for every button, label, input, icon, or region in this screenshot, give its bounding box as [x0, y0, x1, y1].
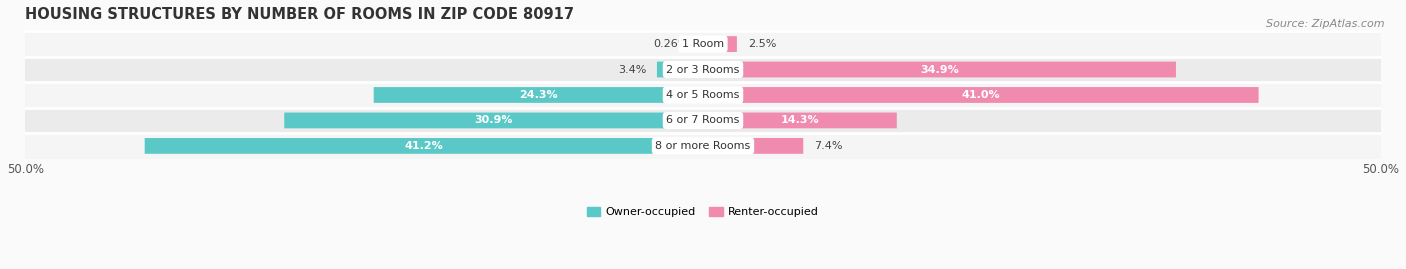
- FancyBboxPatch shape: [374, 87, 703, 103]
- Text: 2 or 3 Rooms: 2 or 3 Rooms: [666, 65, 740, 75]
- Text: 41.0%: 41.0%: [962, 90, 1000, 100]
- Bar: [25, 108, 1381, 133]
- FancyBboxPatch shape: [703, 87, 1258, 103]
- FancyBboxPatch shape: [145, 138, 703, 154]
- FancyBboxPatch shape: [703, 112, 897, 128]
- Text: 7.4%: 7.4%: [814, 141, 842, 151]
- FancyBboxPatch shape: [703, 36, 737, 52]
- Bar: [25, 82, 1381, 108]
- FancyBboxPatch shape: [703, 138, 803, 154]
- Text: 41.2%: 41.2%: [405, 141, 443, 151]
- FancyBboxPatch shape: [703, 62, 1175, 77]
- Legend: Owner-occupied, Renter-occupied: Owner-occupied, Renter-occupied: [582, 203, 824, 222]
- Text: 0.26%: 0.26%: [654, 39, 689, 49]
- Text: 3.4%: 3.4%: [617, 65, 647, 75]
- Text: 14.3%: 14.3%: [780, 115, 820, 125]
- FancyBboxPatch shape: [284, 112, 703, 128]
- FancyBboxPatch shape: [657, 62, 703, 77]
- Bar: [25, 31, 1381, 57]
- Bar: [25, 133, 1381, 159]
- Text: 1 Room: 1 Room: [682, 39, 724, 49]
- Text: HOUSING STRUCTURES BY NUMBER OF ROOMS IN ZIP CODE 80917: HOUSING STRUCTURES BY NUMBER OF ROOMS IN…: [25, 7, 575, 22]
- Text: 8 or more Rooms: 8 or more Rooms: [655, 141, 751, 151]
- Text: 24.3%: 24.3%: [519, 90, 558, 100]
- Text: 6 or 7 Rooms: 6 or 7 Rooms: [666, 115, 740, 125]
- FancyBboxPatch shape: [699, 36, 703, 52]
- Text: Source: ZipAtlas.com: Source: ZipAtlas.com: [1267, 19, 1385, 29]
- Bar: [25, 57, 1381, 82]
- Text: 2.5%: 2.5%: [748, 39, 776, 49]
- Text: 34.9%: 34.9%: [920, 65, 959, 75]
- Text: 30.9%: 30.9%: [474, 115, 513, 125]
- Text: 4 or 5 Rooms: 4 or 5 Rooms: [666, 90, 740, 100]
